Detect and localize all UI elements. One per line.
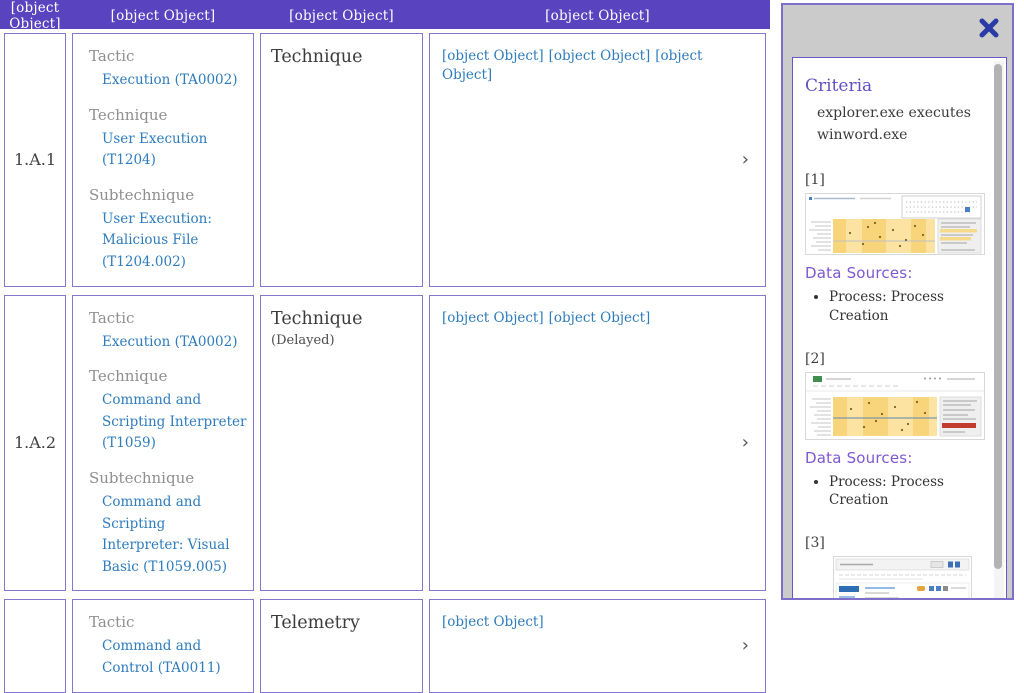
pattern-level-label: Technique	[89, 367, 168, 386]
detection-note-ref-link[interactable]: [object Object]	[548, 48, 651, 64]
evidence-screenshot[interactable]	[805, 556, 990, 598]
close-icon[interactable]	[978, 17, 1000, 39]
data-sources-label[interactable]: Data Sources:	[805, 264, 913, 283]
pattern-section: Technique User Execution (T1204)	[89, 106, 248, 172]
step-cell: 1.A.2	[4, 294, 66, 592]
data-sources-list: Process: Process Creation	[805, 288, 990, 324]
evidence-screenshot[interactable]	[805, 193, 990, 256]
data-source-item: Process: Process Creation	[829, 288, 990, 324]
step-label: 1.A.1	[13, 150, 57, 170]
column-header: [object Object]	[110, 8, 216, 24]
attack-pattern-link[interactable]: Command and Control (TA0011)	[102, 638, 221, 676]
detection-type-modifier: (Delayed)	[271, 332, 335, 348]
detection-note-ref-link[interactable]: [object Object]	[548, 309, 651, 326]
timeline-screenshot-thumbnail	[805, 371, 985, 440]
column-header: [object Object]	[289, 8, 394, 24]
detection-note-cell: [object Object] [object Object] ›	[429, 294, 766, 592]
attack-pattern-link[interactable]: Command and Scripting Interpreter: Visua…	[102, 493, 230, 575]
evidence-section: [1]	[805, 172, 990, 324]
criteria-text: explorer.exe executes winword.exe	[817, 105, 971, 143]
attack-pattern-cell: Tactic Execution (TA0002) Technique User…	[72, 33, 254, 287]
pattern-level-label: Technique	[89, 105, 168, 124]
chevron-right-icon[interactable]: ›	[741, 634, 749, 656]
table-row: Tactic Command and Control (TA0011) Tele…	[4, 599, 770, 693]
step-cell	[4, 599, 66, 693]
evidence-ref-label: [3]	[805, 535, 825, 552]
detection-note-ref-link[interactable]: [object Object]	[442, 309, 544, 326]
step-label: 1.A.2	[13, 433, 57, 453]
detection-note-cell: [object Object] [object Object] [object Ob…	[429, 33, 766, 287]
attack-pattern-link[interactable]: User Execution (T1204)	[102, 130, 208, 169]
pattern-level-label: Tactic	[89, 308, 135, 327]
detection-type-label: Technique	[271, 47, 363, 67]
evidence-ref-label: [1]	[805, 172, 825, 189]
pattern-level-label: Tactic	[89, 47, 135, 65]
pattern-level-label: Subtechnique	[89, 185, 195, 204]
table-header-row: [object Object] [object Object] [object Ob…	[0, 0, 770, 32]
panel-scrollbar-thumb[interactable]	[994, 64, 1002, 569]
pattern-section: Technique Command and Scripting Interpre…	[89, 367, 248, 455]
evidence-ref-label: [2]	[805, 350, 825, 367]
attack-pattern-link[interactable]: Command and Scripting Interpreter (T1059…	[102, 392, 247, 452]
pattern-section: Subtechnique Command and Scripting Inter…	[89, 469, 248, 578]
pattern-section: Subtechnique User Execution: Malicious F…	[89, 186, 248, 274]
column-header: [object Object]	[9, 0, 61, 32]
detection-type-cell: Technique (Delayed)	[260, 294, 423, 592]
attack-pattern-link[interactable]: User Execution: Malicious File (T1204.00…	[102, 210, 212, 270]
detection-note-ref-link[interactable]: [object Object]	[442, 614, 544, 631]
detection-type-label: Technique	[271, 308, 363, 329]
timeline-screenshot-thumbnail	[805, 193, 985, 256]
detection-note-ref-link[interactable]: [object Object]	[442, 48, 544, 64]
detection-detail-panel: Criteria explorer.exe executes winword.e…	[781, 3, 1014, 600]
chevron-right-icon[interactable]: ›	[741, 431, 749, 453]
attack-pattern-cell: Tactic Command and Control (TA0011)	[72, 599, 254, 693]
attack-pattern-link[interactable]: Execution (TA0002)	[102, 72, 238, 88]
detection-type-label: Telemetry	[271, 613, 360, 634]
table-body: 1.A.1 Tactic Execution (TA0002) Techniqu…	[0, 33, 770, 693]
column-header: [object Object]	[545, 8, 650, 24]
detection-type-cell: Technique	[260, 33, 423, 287]
pattern-level-label: Tactic	[89, 613, 135, 632]
data-sources-list: Process: Process Creation	[805, 473, 990, 509]
chevron-right-icon[interactable]: ›	[741, 148, 749, 170]
attack-pattern-link[interactable]: Execution (TA0002)	[102, 333, 238, 350]
criteria-heading: Criteria	[805, 76, 873, 96]
pattern-section: Tactic Command and Control (TA0011)	[89, 613, 248, 679]
table-row: 1.A.2 Tactic Execution (TA0002) Techniqu…	[4, 294, 770, 592]
table-row: 1.A.1 Tactic Execution (TA0002) Techniqu…	[4, 33, 770, 287]
evidence-section: [2]	[805, 351, 990, 509]
data-sources-label[interactable]: Data Sources:	[805, 448, 913, 467]
evidence-section: [3]	[805, 535, 990, 598]
pattern-level-label: Subtechnique	[89, 468, 195, 487]
detection-note-cell: [object Object] ›	[429, 599, 766, 693]
detection-note-ref-link[interactable]: [object Object]	[442, 48, 703, 83]
attack-pattern-cell: Tactic Execution (TA0002) Technique Comm…	[72, 294, 254, 592]
step-cell: 1.A.1	[4, 33, 66, 287]
evidence-screenshot[interactable]	[805, 371, 990, 440]
detections-table: [object Object] [object Object] [object Ob…	[0, 0, 770, 693]
criteria-card: Criteria explorer.exe executes winword.e…	[792, 57, 1007, 598]
detection-type-cell: Telemetry	[260, 599, 423, 693]
pattern-section: Tactic Execution (TA0002)	[89, 47, 248, 92]
file-list-screenshot-thumbnail	[833, 556, 972, 598]
pattern-section: Tactic Execution (TA0002)	[89, 309, 248, 354]
data-source-item: Process: Process Creation	[829, 473, 990, 509]
